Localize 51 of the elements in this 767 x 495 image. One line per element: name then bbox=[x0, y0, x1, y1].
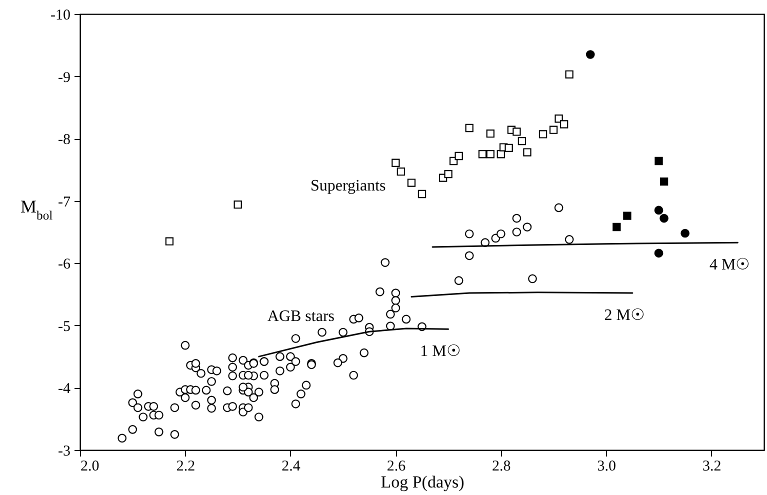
point bbox=[418, 190, 426, 198]
y-tick-label: -7 bbox=[58, 194, 71, 210]
point bbox=[623, 212, 632, 220]
point bbox=[454, 152, 463, 160]
y-tick-label: -10 bbox=[50, 8, 70, 24]
point bbox=[538, 130, 548, 138]
point bbox=[654, 206, 664, 215]
point bbox=[660, 214, 668, 223]
point bbox=[486, 130, 494, 138]
annotation: Supergiants bbox=[310, 177, 386, 194]
point bbox=[465, 124, 474, 132]
x-tick-label: 3.0 bbox=[597, 458, 616, 474]
point bbox=[523, 148, 532, 156]
x-tick-label: 3.2 bbox=[702, 458, 722, 474]
y-tick-label: -5 bbox=[58, 318, 70, 335]
point bbox=[565, 70, 574, 78]
x-tick-label: 2.8 bbox=[492, 458, 511, 474]
y-tick-label: -6 bbox=[58, 256, 71, 273]
point bbox=[165, 237, 174, 246]
point bbox=[396, 167, 406, 176]
x-tick-label: 2.2 bbox=[176, 458, 196, 474]
point bbox=[504, 144, 513, 152]
point bbox=[654, 156, 663, 166]
series-label: 4 M☉ bbox=[709, 256, 750, 274]
point bbox=[392, 158, 400, 167]
series-label: 2 M☉ bbox=[604, 307, 644, 324]
y-tick-label: -9 bbox=[58, 70, 70, 86]
y-tick-label: -4 bbox=[58, 381, 71, 398]
point bbox=[586, 50, 595, 59]
point bbox=[478, 150, 487, 158]
point bbox=[560, 120, 568, 128]
point bbox=[518, 136, 526, 146]
point bbox=[444, 170, 452, 178]
y-axis-title: M$_{bol}$ bbox=[20, 196, 54, 222]
point bbox=[612, 222, 621, 232]
x-tick-label: 2.6 bbox=[386, 458, 406, 474]
point bbox=[407, 178, 416, 187]
point bbox=[549, 126, 558, 134]
series-label: 1 M☉ bbox=[420, 343, 460, 360]
y-tick-label: -8 bbox=[58, 132, 70, 148]
point bbox=[486, 150, 494, 158]
point bbox=[654, 248, 664, 258]
point bbox=[660, 177, 668, 186]
point bbox=[680, 228, 690, 238]
point bbox=[234, 200, 242, 209]
y-tick-label: -3 bbox=[58, 444, 70, 460]
x-axis-title: Log P(days) bbox=[380, 472, 464, 492]
point bbox=[512, 128, 521, 136]
annotation: AGB stars bbox=[267, 308, 334, 326]
x-tick-label: 2.0 bbox=[80, 458, 100, 474]
x-tick-label: 2.4 bbox=[282, 458, 301, 474]
